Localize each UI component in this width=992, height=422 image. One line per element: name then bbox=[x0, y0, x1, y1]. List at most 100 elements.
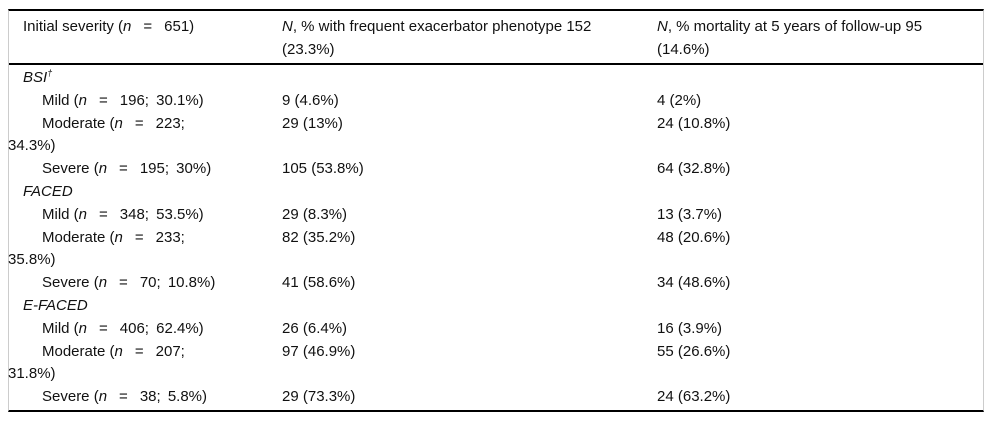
severity-line1: Severe (n = 38; 5.8%) bbox=[42, 386, 282, 409]
n-variable: n bbox=[98, 388, 108, 406]
equals-sign: = bbox=[143, 18, 153, 35]
cell-severity: Mild (n = 348; 53.5%) bbox=[9, 204, 282, 227]
cell-exacerbator: 26 (6.4%) bbox=[282, 319, 348, 337]
severity-line1: Mild (n = 348; 53.5%) bbox=[42, 204, 282, 227]
cell-severity: Mild (n = 406; 62.4%) bbox=[9, 318, 282, 341]
n-variable: n bbox=[98, 160, 108, 178]
cell-severity: Mild (n = 196; 30.1%) bbox=[9, 90, 282, 113]
cell-mortality: 24 (63.2%) bbox=[657, 388, 731, 406]
header-col2-text: , % with frequent exacerbator phenotype … bbox=[292, 18, 592, 35]
severity-count: 196; 30.1%) bbox=[119, 91, 204, 109]
table-header-row: Initial severity (n = 651) N, % with frequ… bbox=[9, 11, 983, 65]
equals-sign: = bbox=[134, 114, 144, 132]
severity-count: 38; 5.8%) bbox=[139, 388, 208, 406]
severity-label: Moderate ( bbox=[42, 342, 115, 360]
row-group-cell: BSI† bbox=[9, 67, 282, 90]
severity-line1: Severe (n = 195; 30%) bbox=[42, 158, 282, 181]
severity-line1: Mild (n = 196; 30.1%) bbox=[42, 90, 282, 113]
cell-mortality: 16 (3.9%) bbox=[657, 319, 723, 337]
severity-count: 406; 62.4%) bbox=[119, 319, 204, 337]
score-group-label: BSI bbox=[23, 69, 48, 86]
severity-table: Initial severity (n = 651) N, % with frequ… bbox=[8, 9, 984, 412]
cell-mortality: 24 (10.8%) bbox=[657, 114, 731, 132]
severity-label: Moderate ( bbox=[42, 114, 115, 132]
equals-sign: = bbox=[119, 160, 128, 178]
severity-line1: Mild (n = 406; 62.4%) bbox=[42, 318, 282, 341]
severity-count: 207; bbox=[155, 342, 185, 360]
severity-label: Severe ( bbox=[42, 160, 99, 178]
severity-line1: Moderate (n = 233; bbox=[42, 227, 282, 250]
n-variable: n bbox=[114, 228, 123, 246]
cell-severity: Moderate (n = 233; 35.8%) bbox=[8, 227, 282, 273]
header-col1-text: Initial severity ( bbox=[23, 18, 124, 35]
cell-mortality: 13 (3.7%) bbox=[657, 205, 723, 223]
table-row: Moderate (n = 233; 35.8%) 82 (35.2%) 48 (20.6… bbox=[8, 227, 983, 273]
header-col3-text: , % mortality at 5 years of follow-up 95 bbox=[667, 18, 923, 35]
cell-exacerbator: 29 (8.3%) bbox=[282, 205, 348, 223]
equals-sign: = bbox=[99, 91, 108, 109]
severity-label: Mild ( bbox=[42, 319, 79, 337]
table-row: Severe (n = 195; 30%) 105 (53.8%) 64 (32.8%) bbox=[9, 158, 983, 181]
severity-count: 348; 53.5%) bbox=[119, 205, 204, 223]
cell-mortality: 34 (48.6%) bbox=[657, 274, 731, 292]
table-row: E-FACED bbox=[9, 295, 983, 318]
header-col2-line2: (23.3%) bbox=[282, 41, 335, 58]
n-variable: n bbox=[78, 319, 88, 337]
n-variable: n bbox=[114, 114, 123, 132]
cell-mortality: 48 (20.6%) bbox=[657, 228, 731, 246]
n-variable: n bbox=[114, 342, 123, 360]
row-group-cell: E-FACED bbox=[9, 295, 282, 318]
n-variable: n bbox=[78, 91, 88, 109]
cell-exacerbator: 82 (35.2%) bbox=[282, 228, 356, 246]
header-col3-line2: (14.6%) bbox=[657, 41, 710, 58]
severity-label: Severe ( bbox=[42, 274, 99, 292]
header-col1-value: 651) bbox=[164, 18, 195, 35]
severity-label: Mild ( bbox=[42, 205, 79, 223]
cell-severity: Severe (n = 70; 10.8%) bbox=[9, 272, 282, 295]
table-row: Severe (n = 38; 5.8%) 29 (73.3%) 24 (63.2%) bbox=[9, 386, 983, 409]
cell-mortality: 4 (2%) bbox=[657, 91, 702, 109]
header-mortality: N, % mortality at 5 years of follow-up 9… bbox=[657, 15, 983, 61]
table-row: Moderate (n = 223; 34.3%) 29 (13%) 24 (10.8%) bbox=[8, 113, 983, 159]
severity-count: 223; bbox=[155, 114, 185, 132]
n-variable: n bbox=[78, 205, 88, 223]
footnote-marker: † bbox=[47, 68, 53, 78]
severity-line1: Moderate (n = 223; bbox=[42, 113, 282, 136]
N-variable: N bbox=[657, 18, 668, 35]
equals-sign: = bbox=[134, 228, 144, 246]
table-row: Mild (n = 348; 53.5%) 29 (8.3%) 13 (3.7%) bbox=[9, 204, 983, 227]
cell-exacerbator: 105 (53.8%) bbox=[282, 160, 364, 178]
n-variable: n bbox=[98, 274, 108, 292]
cell-severity: Moderate (n = 223; 34.3%) bbox=[8, 113, 282, 159]
severity-line1: Moderate (n = 207; bbox=[42, 341, 282, 364]
n-variable: n bbox=[123, 18, 132, 35]
cell-exacerbator: 29 (73.3%) bbox=[282, 388, 356, 406]
severity-line1: Severe (n = 70; 10.8%) bbox=[42, 272, 282, 295]
severity-count: 195; 30%) bbox=[139, 160, 212, 178]
cell-severity: Moderate (n = 207; 31.8%) bbox=[8, 341, 282, 387]
severity-wrap-line: 34.3%) bbox=[8, 137, 56, 155]
equals-sign: = bbox=[99, 205, 108, 223]
severity-wrap-line: 35.8%) bbox=[8, 251, 56, 269]
severity-wrap-line: 31.8%) bbox=[8, 365, 56, 383]
severity-count: 233; bbox=[155, 228, 185, 246]
table-row: FACED bbox=[9, 181, 983, 204]
severity-label: Mild ( bbox=[42, 91, 79, 109]
table-row: Moderate (n = 207; 31.8%) 97 (46.9%) 55 (26.6… bbox=[8, 341, 983, 387]
equals-sign: = bbox=[134, 342, 144, 360]
cell-exacerbator: 9 (4.6%) bbox=[282, 91, 339, 109]
table-row: Mild (n = 406; 62.4%) 26 (6.4%) 16 (3.9%) bbox=[9, 318, 983, 341]
cell-severity: Severe (n = 38; 5.8%) bbox=[9, 386, 282, 409]
header-initial-severity: Initial severity (n = 651) bbox=[9, 15, 282, 38]
table-body: BSI† Mild (n = 196; 30.1%) 9 (4.6%) 4 (2%) Mod… bbox=[8, 65, 983, 410]
score-group-label: E-FACED bbox=[23, 296, 88, 314]
cell-mortality: 55 (26.6%) bbox=[657, 342, 731, 360]
table-row: Severe (n = 70; 10.8%) 41 (58.6%) 34 (48.6%) bbox=[9, 272, 983, 295]
cell-exacerbator: 29 (13%) bbox=[282, 114, 343, 132]
table-row: BSI† bbox=[9, 67, 983, 90]
equals-sign: = bbox=[119, 274, 128, 292]
table-row: Mild (n = 196; 30.1%) 9 (4.6%) 4 (2%) bbox=[9, 90, 983, 113]
N-variable: N bbox=[282, 18, 293, 35]
header-exacerbator: N, % with frequent exacerbator phenotype… bbox=[282, 15, 657, 61]
equals-sign: = bbox=[99, 319, 108, 337]
